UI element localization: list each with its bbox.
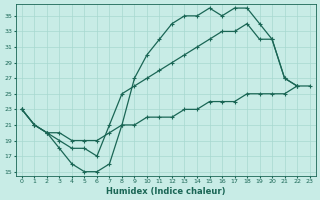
X-axis label: Humidex (Indice chaleur): Humidex (Indice chaleur) [106, 187, 226, 196]
